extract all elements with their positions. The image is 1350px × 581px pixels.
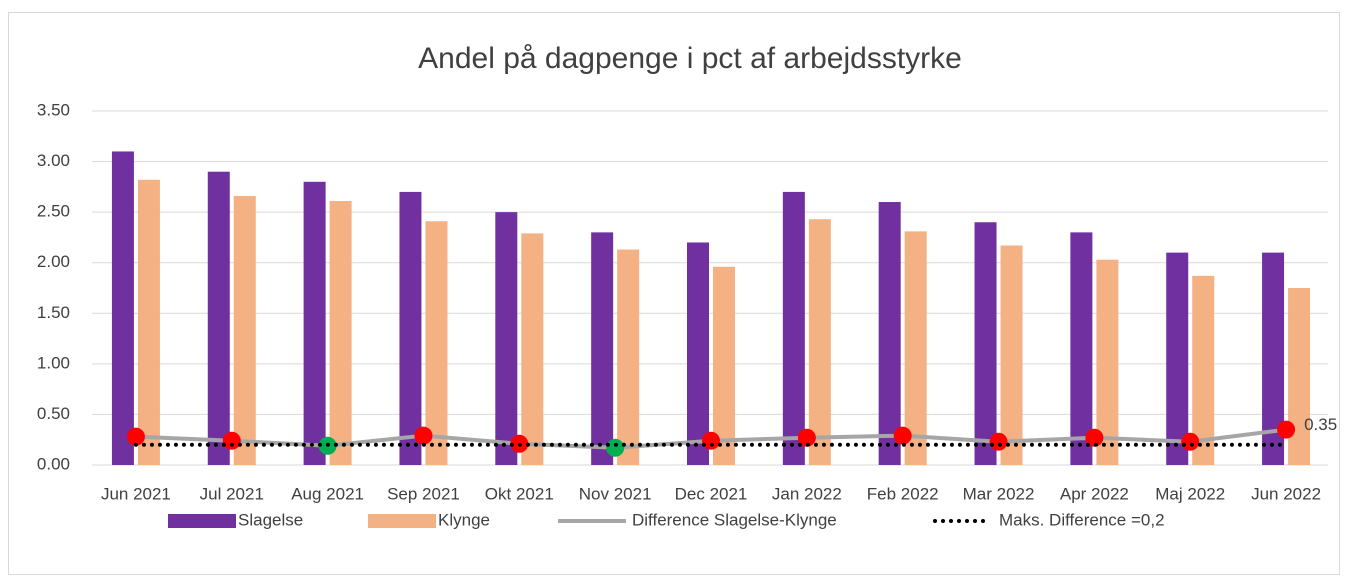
x-tick-label: Jan 2022: [772, 484, 842, 503]
bar: [1262, 252, 1285, 465]
legend-swatch: [368, 514, 436, 528]
y-tick-label: 3.50: [37, 100, 70, 119]
x-tick-label: Dec 2021: [675, 484, 748, 503]
difference-marker: [797, 428, 816, 447]
legend-swatch: [168, 514, 236, 528]
bar: [1070, 232, 1093, 465]
x-tick-label: Okt 2021: [485, 484, 554, 503]
bar: [1000, 245, 1023, 465]
x-tick-label: Aug 2021: [291, 484, 364, 503]
x-tick-label: Jun 2021: [101, 484, 171, 503]
chart-title: Andel på dagpenge i pct af arbejdsstyrke: [418, 42, 962, 75]
x-tick-label: Apr 2022: [1060, 484, 1129, 503]
data-label: 0.35: [1304, 415, 1337, 434]
x-tick-label: Jul 2021: [200, 484, 264, 503]
difference-marker: [989, 432, 1008, 451]
bar: [495, 212, 518, 465]
y-tick-label: 2.00: [37, 252, 70, 271]
bar: [1288, 288, 1311, 465]
difference-marker: [1277, 420, 1296, 439]
bar: [1192, 275, 1215, 465]
bar: [1096, 259, 1119, 465]
bar: [713, 266, 735, 465]
bar: [878, 202, 901, 465]
bar: [1166, 252, 1189, 465]
bar: [329, 201, 352, 465]
x-tick-label: Mar 2022: [963, 484, 1035, 503]
bar: [617, 249, 640, 465]
bar: [233, 195, 256, 465]
difference-marker: [1085, 428, 1104, 447]
bar: [687, 242, 709, 465]
bar: [974, 222, 997, 465]
difference-marker: [414, 426, 433, 445]
x-tick-label: Nov 2021: [579, 484, 652, 503]
legend-label: Slagelse: [238, 510, 303, 529]
y-tick-label: 0.50: [37, 404, 70, 423]
x-tick-label: Maj 2022: [1155, 484, 1225, 503]
bar: [782, 191, 805, 465]
legend-label: Difference Slagelse-Klynge: [632, 510, 837, 529]
bar: [111, 151, 134, 465]
bar: [808, 219, 831, 465]
bar: [399, 191, 422, 465]
bar: [207, 171, 230, 465]
bar: [521, 233, 544, 465]
difference-marker: [702, 431, 720, 450]
legend-label: Maks. Difference =0,2: [999, 510, 1165, 529]
x-tick-label: Jun 2022: [1251, 484, 1321, 503]
difference-marker: [222, 431, 241, 450]
y-tick-label: 2.50: [37, 202, 70, 221]
x-tick-label: Sep 2021: [387, 484, 460, 503]
difference-marker: [893, 426, 912, 445]
bar: [425, 221, 448, 465]
x-tick-label: Feb 2022: [867, 484, 939, 503]
y-tick-label: 1.00: [37, 353, 70, 372]
bar: [904, 231, 927, 465]
y-tick-label: 1.50: [37, 303, 70, 322]
difference-marker: [606, 438, 625, 457]
bar: [303, 181, 326, 466]
legend-label: Klynge: [438, 510, 490, 529]
bar: [137, 179, 160, 465]
bar: [591, 232, 614, 465]
difference-marker: [126, 427, 145, 446]
y-tick-label: 3.00: [37, 151, 70, 170]
y-tick-label: 0.00: [37, 454, 70, 473]
difference-marker: [1181, 432, 1200, 451]
